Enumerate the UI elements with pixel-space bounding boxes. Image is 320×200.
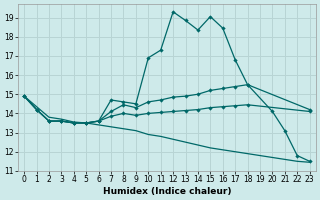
X-axis label: Humidex (Indice chaleur): Humidex (Indice chaleur) xyxy=(103,187,231,196)
